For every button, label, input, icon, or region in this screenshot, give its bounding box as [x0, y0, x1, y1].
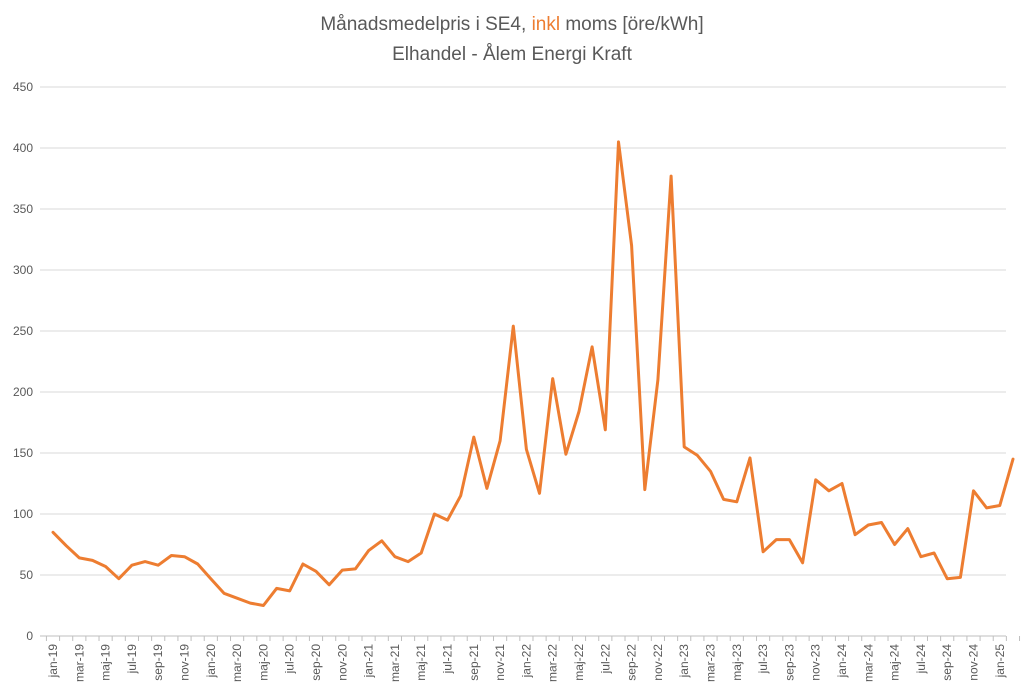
chart-title-part1: Månadsmedelpris i SE4,	[320, 14, 532, 35]
x-tick-label: mar-24	[861, 644, 875, 682]
x-tick-label: nov-19	[178, 644, 192, 681]
x-tick-label: mar-22	[546, 644, 560, 682]
chart-title: Månadsmedelpris i SE4, inkl moms [öre/kW…	[0, 14, 1024, 36]
x-tick-label: sep-20	[309, 644, 323, 681]
x-tick-label: nov-21	[493, 644, 507, 681]
x-tick-label: sep-19	[151, 644, 165, 681]
x-tick-label: nov-23	[809, 644, 823, 681]
series-line	[51, 140, 1015, 607]
x-tick-label: jan-23	[677, 644, 691, 679]
y-tick-label: 300	[13, 263, 33, 277]
x-tick-label: jan-19	[46, 644, 60, 679]
y-tick-label: 450	[13, 80, 33, 94]
x-tick-label: maj-23	[730, 644, 744, 681]
x-tick-label: mar-23	[704, 644, 718, 682]
y-tick-label: 100	[13, 507, 33, 521]
x-tick-label: maj-22	[572, 644, 586, 681]
x-tick-label: jul-22	[598, 644, 612, 675]
x-tick-label: sep-23	[782, 644, 796, 681]
x-tick-label: jul-21	[441, 644, 455, 675]
x-tick-label: sep-22	[625, 644, 639, 681]
y-tick-label: 0	[26, 629, 33, 643]
x-tick-label: maj-24	[888, 644, 902, 681]
x-tick-label: nov-22	[651, 644, 665, 681]
chart-subtitle: Elhandel - Ålem Energi Kraft	[392, 44, 632, 65]
y-tick-label: 350	[13, 202, 33, 216]
chart-title-highlight: inkl	[531, 14, 561, 35]
x-tick-label: jan-21	[362, 644, 376, 679]
x-tick-label: maj-21	[414, 644, 428, 681]
x-tick-label: sep-24	[940, 644, 954, 681]
x-tick-label: jan-22	[519, 644, 533, 679]
x-tick-label: mar-19	[72, 644, 86, 682]
x-tick-label: maj-19	[99, 644, 113, 681]
y-tick-label: 50	[20, 568, 34, 582]
x-tick-label: maj-20	[256, 644, 270, 681]
x-tick-label: nov-20	[335, 644, 349, 681]
x-tick-label: jul-19	[125, 644, 139, 675]
x-tick-label: jan-24	[835, 644, 849, 679]
y-tick-label: 150	[13, 446, 33, 460]
x-tick-label: sep-21	[467, 644, 481, 681]
y-tick-label: 400	[13, 141, 33, 155]
x-tick-label: jan-25	[993, 644, 1007, 679]
x-tick-label: nov-24	[967, 644, 981, 681]
x-tick-label: mar-21	[388, 644, 402, 682]
x-tick-label: jan-20	[204, 644, 218, 679]
y-tick-label: 250	[13, 324, 33, 338]
x-tick-label: mar-20	[230, 644, 244, 682]
y-tick-label: 200	[13, 385, 33, 399]
x-tick-label: jul-23	[756, 644, 770, 675]
chart-title-part2: moms [öre/kWh]	[560, 14, 704, 35]
x-tick-label: jul-20	[283, 644, 297, 675]
x-tick-label: jul-24	[914, 644, 928, 675]
